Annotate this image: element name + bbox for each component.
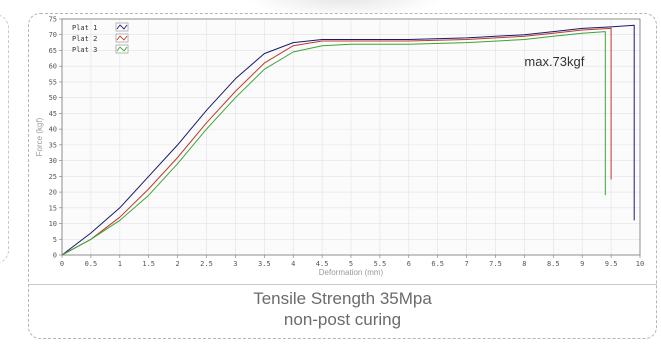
y-tick-label: 5 (53, 236, 57, 244)
y-tick-label: 40 (49, 126, 57, 134)
y-tick-label: 20 (49, 189, 57, 197)
x-tick-label: 10 (636, 260, 644, 268)
y-tick-label: 60 (49, 63, 57, 71)
y-tick-label: 75 (49, 16, 57, 24)
x-tick-label: 2 (175, 260, 179, 268)
caption-line-2: non-post curing (283, 310, 402, 329)
y-tick-label: 25 (49, 173, 57, 181)
y-tick-label: 55 (49, 78, 57, 86)
legend-label-2: Plat 2 (72, 35, 97, 43)
x-tick-label: 9.5 (605, 260, 618, 268)
y-axis-label: Force (kgf) (35, 117, 44, 156)
x-tick-label: 5.5 (374, 260, 387, 268)
x-tick-label: 4 (291, 260, 295, 268)
x-tick-label: 3 (233, 260, 237, 268)
series-line-1 (61, 24, 635, 256)
x-tick-label: 5 (349, 260, 353, 268)
legend-label-1: Plat 1 (72, 24, 97, 32)
x-tick-label: 4.5 (316, 260, 329, 268)
series-line-3 (61, 31, 606, 256)
y-tick-label: 70 (49, 31, 57, 39)
x-tick-label: 6.5 (431, 260, 444, 268)
x-tick-label: 8 (522, 260, 526, 268)
x-tick-label: 9 (580, 260, 584, 268)
tensile-chart: 0 0.5 1 1.5 2 2.5 3 3.5 4 4.5 5 5.5 6 6.5 7 7.5 8 8.5 9 9.5… (35, 16, 645, 278)
x-tick-label: 8.5 (547, 260, 560, 268)
series-line-2 (61, 27, 612, 256)
y-tick-label: 30 (49, 157, 57, 165)
caption-line-1: Tensile Strength 35Mpa (253, 289, 432, 308)
x-tick-label: 3.5 (258, 260, 271, 268)
max-force-annotation: max.73kgf (524, 54, 584, 69)
x-tick-label: 1 (118, 260, 122, 268)
x-tick-label: 2.5 (200, 260, 213, 268)
legend-swatch-line-3 (116, 46, 128, 52)
legend-label-3: Plat 3 (72, 46, 97, 54)
x-axis-label: Deformation (mm) (319, 268, 384, 277)
chart-grid (61, 18, 641, 256)
x-tick-label: 7 (464, 260, 468, 268)
chart-caption: Tensile Strength 35Mpa non-post curing (28, 288, 657, 330)
y-tick-label: 15 (49, 204, 57, 212)
x-tick-label: 0.5 (85, 260, 98, 268)
y-tick-label: 50 (49, 94, 57, 102)
x-tick-label: 6 (407, 260, 411, 268)
x-tick-label: 7.5 (489, 260, 502, 268)
y-tick-label: 0 (53, 252, 57, 260)
x-tick-label: 1.5 (142, 260, 155, 268)
y-tick-label: 65 (49, 47, 57, 55)
chart-legend: Plat 1 Plat 2 Plat 3 (72, 22, 129, 54)
y-tick-label: 35 (49, 141, 57, 149)
y-tick-label: 10 (49, 220, 57, 228)
legend-swatch-line-1 (116, 24, 128, 30)
x-tick-label: 0 (60, 260, 64, 268)
chart-series (61, 24, 635, 256)
y-tick-label: 45 (49, 110, 57, 118)
legend-swatch-line-2 (116, 35, 128, 41)
caption-divider (28, 284, 657, 285)
chart-ticks: 0 0.5 1 1.5 2 2.5 3 3.5 4 4.5 5 5.5 6 6.5 7 7.5 8 8.5 9 9.5… (49, 16, 645, 269)
